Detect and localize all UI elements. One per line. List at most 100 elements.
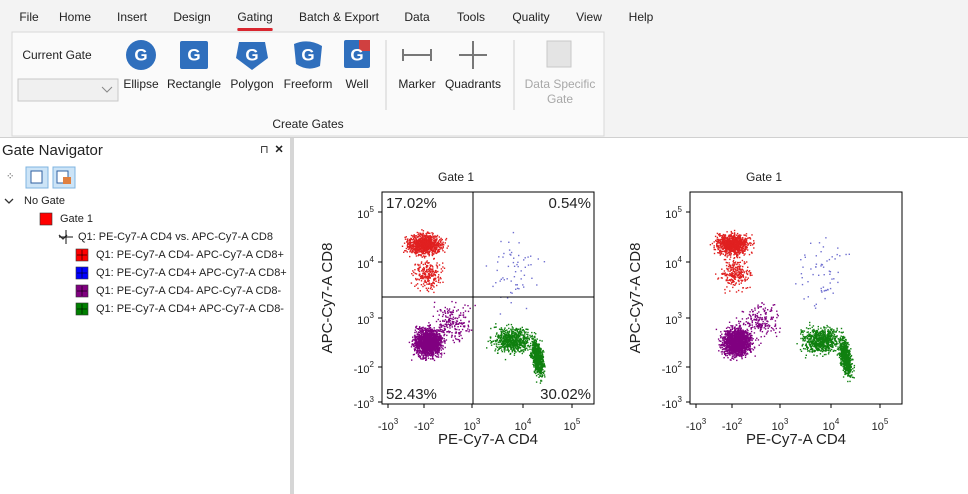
tree-node[interactable]: Q1: PE-Cy7-A CD4- APC-Cy7-A CD8- (96, 285, 282, 297)
x-axis-label: PE-Cy7-A CD4 (438, 431, 538, 448)
tick-exp: 3 (678, 395, 683, 404)
quadrant-percent: 52.43% (386, 386, 437, 403)
y-tick-label: 104 (357, 255, 374, 271)
tick-exp: 2 (430, 417, 435, 426)
tick-base: -10 (378, 421, 394, 433)
ribbon-button[interactable]: G Rectangle (167, 41, 221, 91)
menu-tab[interactable]: Design (173, 10, 210, 24)
button-icon-glyph: G (301, 45, 314, 64)
node-color (39, 212, 53, 226)
tick-exp: 3 (784, 417, 789, 426)
ribbon-button[interactable]: G Polygon (230, 42, 274, 91)
button-label: Gate (547, 92, 573, 106)
current-gate-combo[interactable] (17, 78, 119, 102)
plot-frame (689, 191, 903, 405)
menu-tab[interactable]: View (576, 10, 602, 24)
tick-exp: 4 (527, 417, 532, 426)
expander[interactable] (4, 198, 14, 204)
event-dots (709, 229, 856, 383)
button-icon-glyph: G (187, 45, 200, 64)
toolbar-icon: ⁘ (6, 172, 14, 183)
menu-tab[interactable]: Home (59, 10, 91, 24)
y-tick-label: -102 (354, 360, 375, 376)
tick-exp: 2 (370, 360, 375, 369)
y-tick-label: 105 (357, 205, 374, 221)
splitter (290, 138, 294, 494)
tree-node[interactable]: No Gate (24, 195, 65, 207)
button-icon (359, 40, 370, 51)
menu-tab[interactable]: Data (404, 10, 430, 24)
y-tick-label: -103 (662, 395, 683, 411)
tick-base: 10 (515, 421, 527, 433)
tick-exp: 4 (370, 255, 375, 264)
tick-exp: 3 (370, 395, 375, 404)
tick-base: -10 (414, 421, 430, 433)
ribbon-button[interactable]: G Freeform (284, 41, 333, 91)
menu-tab[interactable]: File (19, 10, 39, 24)
tick-base: 10 (665, 259, 677, 271)
y-tick-label: 104 (665, 255, 682, 271)
menu-tab[interactable]: Batch & Export (299, 10, 380, 24)
tick-base: -10 (354, 399, 370, 411)
button-label: Data Specific (525, 77, 596, 91)
tick-exp: 3 (702, 417, 707, 426)
button-label: Rectangle (167, 77, 221, 91)
close-button[interactable]: × (275, 141, 283, 157)
ribbon-button[interactable]: Quadrants (445, 41, 501, 91)
y-tick-label: -103 (354, 395, 375, 411)
ribbon-button[interactable]: G Ellipse (123, 40, 159, 91)
button-icon (180, 41, 208, 69)
pin-button[interactable]: ⊓ (260, 144, 269, 156)
menu-bar (0, 0, 968, 36)
divider (0, 137, 968, 138)
button-icon (236, 42, 268, 70)
button-icon (126, 40, 156, 70)
tick-base: 10 (357, 259, 369, 271)
tick-exp: 3 (394, 417, 399, 426)
button-label: Well (345, 77, 368, 91)
toolbar-button[interactable] (3, 169, 20, 186)
x-tick-label: -102 (414, 417, 435, 433)
button-label: Polygon (230, 77, 273, 91)
button-icon-glyph: G (350, 45, 363, 64)
ribbon-button[interactable]: G Well (344, 40, 370, 91)
button-label: Quadrants (445, 77, 501, 91)
tick-exp: 4 (678, 255, 683, 264)
tick-exp: 5 (576, 417, 581, 426)
menu-tab[interactable]: Help (629, 10, 654, 24)
button-icon (546, 40, 572, 68)
x-tick-label: -102 (722, 417, 743, 433)
tick-base: 10 (665, 315, 677, 327)
tree-node[interactable]: Q1: PE-Cy7-A CD4- APC-Cy7-A CD8+ (96, 249, 284, 261)
plot-title: Gate 1 (438, 170, 474, 184)
menu-tab[interactable]: Gating (237, 10, 272, 24)
x-tick-label: 103 (464, 417, 481, 433)
tick-base: -10 (354, 364, 370, 376)
menu-tab[interactable]: Insert (117, 10, 148, 24)
tick-exp: 3 (370, 311, 375, 320)
ribbon-button[interactable]: Marker (398, 49, 436, 91)
x-tick-label: 105 (872, 417, 889, 433)
menu-tab[interactable]: Quality (512, 10, 549, 24)
tree-node[interactable]: Gate 1 (60, 213, 93, 225)
button-label: Marker (398, 77, 435, 91)
menu-tab[interactable]: Tools (457, 10, 485, 24)
x-axis-label: PE-Cy7-A CD4 (746, 431, 846, 448)
quadrant-percent: 30.02% (540, 386, 591, 403)
tick-base: -10 (662, 364, 678, 376)
tick-exp: 4 (835, 417, 840, 426)
tick-base: 10 (772, 421, 784, 433)
tick-base: 10 (357, 209, 369, 221)
current-gate-label: Current Gate (22, 48, 92, 62)
tree-node[interactable]: Q1: PE-Cy7-A CD4+ APC-Cy7-A CD8+ (96, 267, 287, 279)
tree-node[interactable]: Q1: PE-Cy7-A CD4 vs. APC-Cy7-A CD8 (78, 231, 273, 243)
y-tick-label: -102 (662, 360, 683, 376)
toolbar-icon (63, 177, 71, 184)
tick-base: -10 (662, 399, 678, 411)
x-tick-label: -103 (378, 417, 399, 433)
x-tick-label: -103 (686, 417, 707, 433)
y-tick-label: 105 (665, 205, 682, 221)
tree-node[interactable]: Q1: PE-Cy7-A CD4+ APC-Cy7-A CD8- (96, 303, 284, 315)
plot-frame (381, 191, 595, 405)
